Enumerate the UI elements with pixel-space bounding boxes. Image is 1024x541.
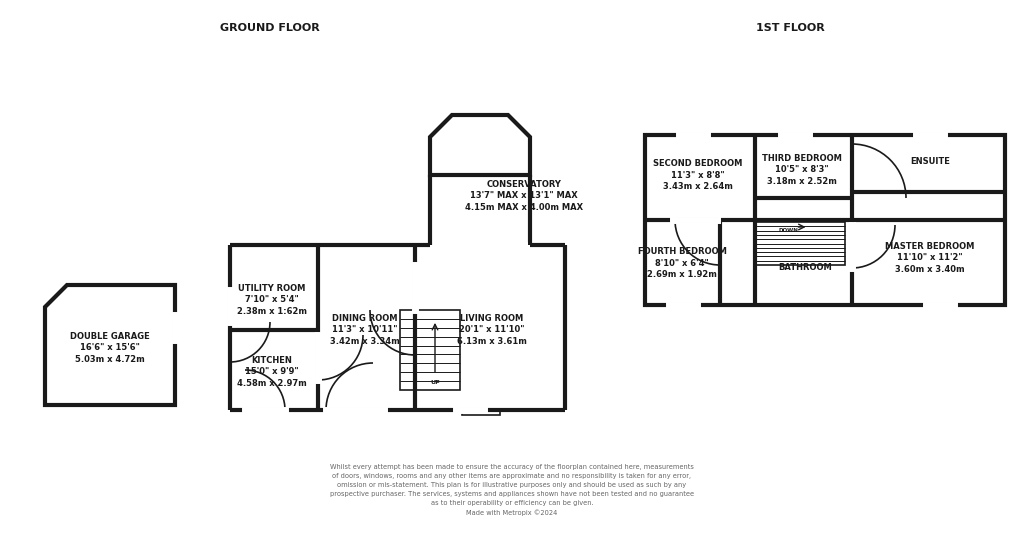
Text: KITCHEN
15'0" x 9'9"
4.58m x 2.97m: KITCHEN 15'0" x 9'9" 4.58m x 2.97m <box>238 355 307 388</box>
Text: DOWN: DOWN <box>778 228 799 233</box>
Bar <box>645 135 1005 305</box>
Text: DINING ROOM
11'3" x 10'11"
3.42m x 3.34m: DINING ROOM 11'3" x 10'11" 3.42m x 3.34m <box>330 314 400 346</box>
Text: GROUND FLOOR: GROUND FLOOR <box>220 23 319 33</box>
Bar <box>400 310 460 390</box>
Text: UP: UP <box>430 379 440 385</box>
Bar <box>462 410 500 415</box>
Text: FOURTH BEDROOM
8'10" x 6'4"
2.69m x 1.92m: FOURTH BEDROOM 8'10" x 6'4" 2.69m x 1.92… <box>638 247 726 279</box>
Text: BATHROOM: BATHROOM <box>778 263 831 273</box>
Text: SECOND BEDROOM
11'3" x 8'8"
3.43m x 2.64m: SECOND BEDROOM 11'3" x 8'8" 3.43m x 2.64… <box>653 159 742 192</box>
Text: MASTER BEDROOM
11'10" x 11'2"
3.60m x 3.40m: MASTER BEDROOM 11'10" x 11'2" 3.60m x 3.… <box>886 242 975 274</box>
Text: ENSUITE: ENSUITE <box>910 157 950 167</box>
Text: DOUBLE GARAGE
16'6" x 15'6"
5.03m x 4.72m: DOUBLE GARAGE 16'6" x 15'6" 5.03m x 4.72… <box>70 332 150 364</box>
Text: LIVING ROOM
20'1" x 11'10"
6.13m x 3.61m: LIVING ROOM 20'1" x 11'10" 6.13m x 3.61m <box>457 314 527 346</box>
Text: UTILITY ROOM
7'10" x 5'4"
2.38m x 1:62m: UTILITY ROOM 7'10" x 5'4" 2.38m x 1:62m <box>237 283 307 316</box>
Text: THIRD BEDROOM
10'5" x 8'3"
3.18m x 2.52m: THIRD BEDROOM 10'5" x 8'3" 3.18m x 2.52m <box>762 154 842 186</box>
Text: 1ST FLOOR: 1ST FLOOR <box>756 23 824 33</box>
Text: Whilst every attempt has been made to ensure the accuracy of the floorplan conta: Whilst every attempt has been made to en… <box>330 464 694 516</box>
Bar <box>756 222 845 265</box>
Text: CONSERVATORY
13'7" MAX x 13'1" MAX
4.15m MAX x 4.00m MAX: CONSERVATORY 13'7" MAX x 13'1" MAX 4.15m… <box>465 180 583 212</box>
